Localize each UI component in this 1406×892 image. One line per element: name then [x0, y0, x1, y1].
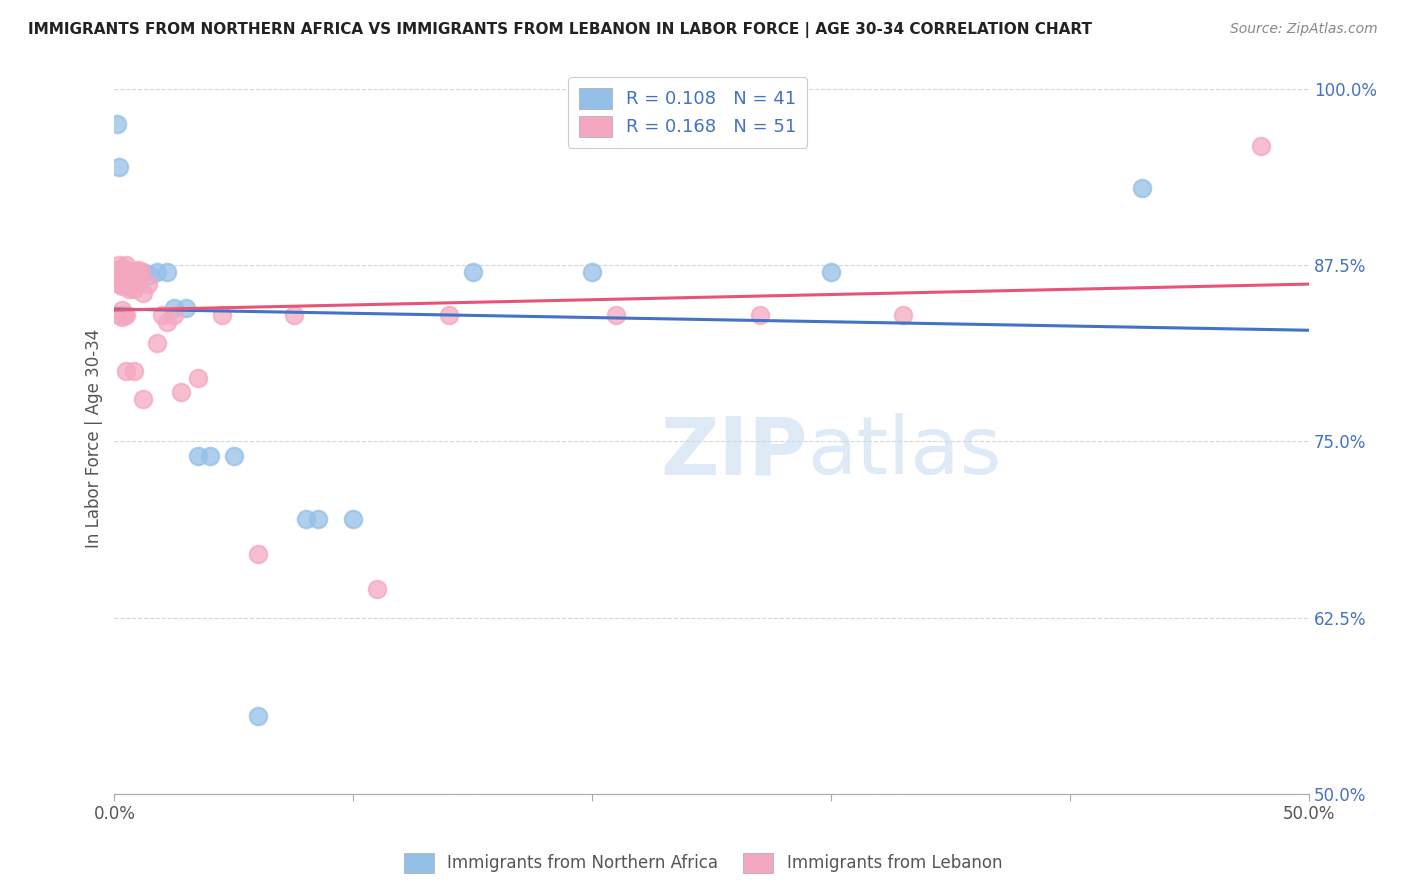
Point — [118, 265, 141, 279]
Point — [127, 265, 149, 279]
Point — [139, 268, 162, 282]
Point — [108, 160, 131, 174]
Point — [110, 271, 132, 285]
Point — [283, 308, 305, 322]
Point — [122, 364, 145, 378]
Point — [366, 582, 388, 597]
Point — [163, 301, 186, 315]
Point — [129, 265, 152, 279]
Point — [110, 277, 132, 291]
Point — [125, 265, 148, 279]
Point — [122, 271, 145, 285]
Point — [112, 262, 135, 277]
Point — [1130, 181, 1153, 195]
Point — [127, 262, 149, 277]
Point — [120, 277, 142, 291]
Point — [198, 449, 221, 463]
Point — [174, 301, 197, 315]
Point — [1250, 138, 1272, 153]
Point — [110, 261, 132, 276]
Point — [112, 277, 135, 291]
Point — [105, 272, 128, 286]
Point — [222, 449, 245, 463]
Point — [150, 308, 173, 322]
Point — [122, 265, 145, 279]
Point — [136, 277, 159, 291]
Y-axis label: In Labor Force | Age 30-34: In Labor Force | Age 30-34 — [86, 328, 103, 548]
Text: ZIP: ZIP — [659, 413, 807, 491]
Point — [108, 277, 131, 291]
Point — [132, 286, 155, 301]
Point — [156, 315, 179, 329]
Legend: R = 0.108   N = 41, R = 0.168   N = 51: R = 0.108 N = 41, R = 0.168 N = 51 — [568, 77, 807, 147]
Point — [246, 709, 269, 723]
Point — [115, 364, 138, 378]
Point — [605, 308, 627, 322]
Point — [581, 265, 603, 279]
Point — [118, 269, 141, 284]
Point — [115, 265, 138, 279]
Point — [118, 282, 141, 296]
Point — [170, 385, 193, 400]
Point — [122, 265, 145, 279]
Point — [118, 271, 141, 285]
Point — [187, 449, 209, 463]
Point — [108, 268, 131, 282]
Point — [105, 265, 128, 279]
Point — [437, 308, 460, 322]
Point — [112, 277, 135, 291]
Point — [115, 265, 138, 279]
Point — [110, 268, 132, 282]
Point — [110, 265, 132, 279]
Point — [307, 512, 329, 526]
Point — [294, 512, 316, 526]
Point — [105, 117, 128, 131]
Point — [112, 262, 135, 277]
Point — [748, 308, 770, 322]
Point — [146, 265, 169, 279]
Point — [108, 258, 131, 272]
Point — [342, 512, 364, 526]
Point — [211, 308, 233, 322]
Point — [120, 265, 142, 279]
Point — [132, 265, 155, 279]
Point — [112, 268, 135, 282]
Point — [246, 547, 269, 561]
Point — [120, 277, 142, 291]
Point — [115, 308, 138, 322]
Point — [820, 265, 842, 279]
Point — [146, 335, 169, 350]
Point — [115, 274, 138, 288]
Legend: Immigrants from Northern Africa, Immigrants from Lebanon: Immigrants from Northern Africa, Immigra… — [398, 847, 1008, 880]
Text: Source: ZipAtlas.com: Source: ZipAtlas.com — [1230, 22, 1378, 37]
Point — [110, 279, 132, 293]
Point — [891, 308, 914, 322]
Point — [115, 268, 138, 282]
Point — [122, 282, 145, 296]
Point — [461, 265, 484, 279]
Point — [112, 308, 135, 322]
Point — [110, 303, 132, 318]
Point — [187, 371, 209, 385]
Point — [108, 308, 131, 322]
Point — [156, 265, 179, 279]
Point — [108, 265, 131, 279]
Point — [115, 258, 138, 272]
Point — [112, 268, 135, 282]
Point — [132, 392, 155, 406]
Point — [108, 262, 131, 277]
Point — [118, 265, 141, 279]
Point — [115, 277, 138, 291]
Point — [127, 277, 149, 291]
Point — [110, 265, 132, 279]
Text: atlas: atlas — [807, 413, 1001, 491]
Point — [118, 279, 141, 293]
Text: IMMIGRANTS FROM NORTHERN AFRICA VS IMMIGRANTS FROM LEBANON IN LABOR FORCE | AGE : IMMIGRANTS FROM NORTHERN AFRICA VS IMMIG… — [28, 22, 1092, 38]
Point — [125, 265, 148, 279]
Point — [110, 310, 132, 325]
Point — [105, 262, 128, 277]
Point — [120, 265, 142, 279]
Point — [163, 308, 186, 322]
